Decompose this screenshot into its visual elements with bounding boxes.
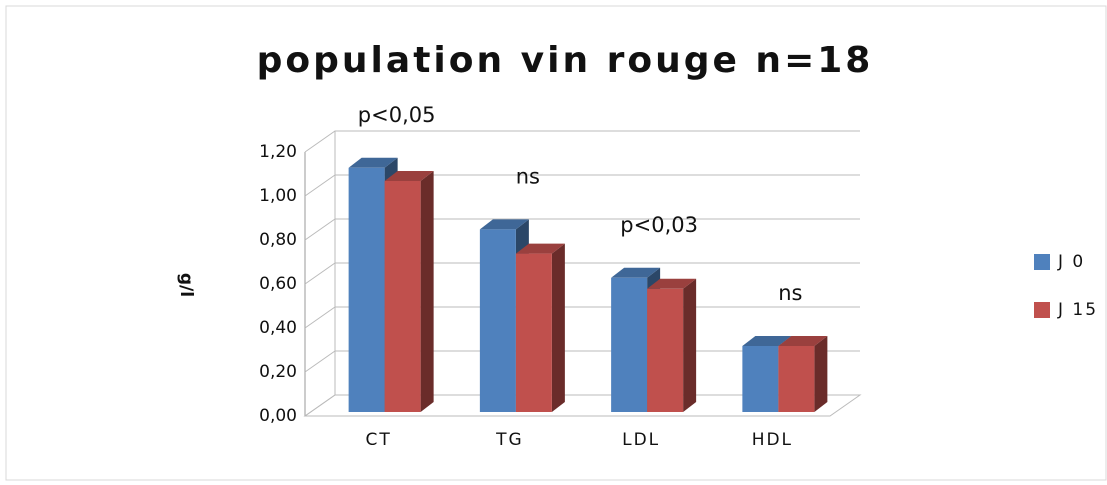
y-tick-label: 1,20 (259, 142, 297, 162)
grid-line (304, 130, 860, 153)
bar (515, 243, 565, 412)
grid-line (304, 218, 860, 241)
x-tick-label: TG (495, 430, 524, 450)
grid-line (304, 262, 860, 285)
bar-side (551, 243, 565, 412)
bar-front (384, 181, 421, 412)
bar-front (479, 229, 516, 412)
bar-top (611, 267, 661, 278)
legend-label: J 15 (1057, 300, 1098, 320)
legend-swatch (1034, 302, 1050, 318)
bar (647, 278, 697, 412)
y-tick-label: 0,20 (259, 362, 297, 382)
y-axis-label: g/l (176, 273, 196, 297)
bar-top (479, 219, 529, 230)
bar (778, 336, 828, 412)
bar-side (814, 336, 828, 412)
bar-top (742, 336, 792, 346)
bar-front (742, 346, 779, 412)
bar-front (778, 346, 815, 412)
x-tick-label: HDL (752, 430, 793, 450)
bar-top (515, 243, 565, 254)
bar-top (384, 171, 434, 181)
bar-front (611, 277, 648, 412)
bar-front (515, 253, 552, 412)
y-tick-label: 0,00 (259, 406, 297, 426)
bar (384, 171, 434, 412)
bar-front (348, 167, 385, 412)
chart-title: population vin rouge n=18 (257, 40, 874, 81)
grid-line (304, 174, 860, 197)
annotation: p<0,03 (620, 213, 698, 237)
bar-top (647, 278, 697, 289)
y-tick-label: 0,40 (259, 318, 297, 338)
bar-front (647, 288, 684, 412)
y-tick-label: 1,00 (259, 186, 297, 206)
bar-side (420, 171, 434, 412)
y-tick-label: 0,80 (259, 230, 297, 250)
annotation: ns (516, 164, 540, 188)
bar-top (778, 336, 828, 346)
legend-swatch (1034, 254, 1050, 270)
bar-top (348, 157, 398, 168)
legend-label: J 0 (1057, 252, 1085, 272)
y-tick-label: 0,60 (259, 274, 297, 294)
annotation: p<0,05 (358, 103, 436, 127)
annotation: ns (778, 281, 802, 305)
x-tick-label: LDL (622, 430, 660, 450)
bar-side (683, 278, 697, 412)
x-tick-label: CT (365, 430, 391, 450)
